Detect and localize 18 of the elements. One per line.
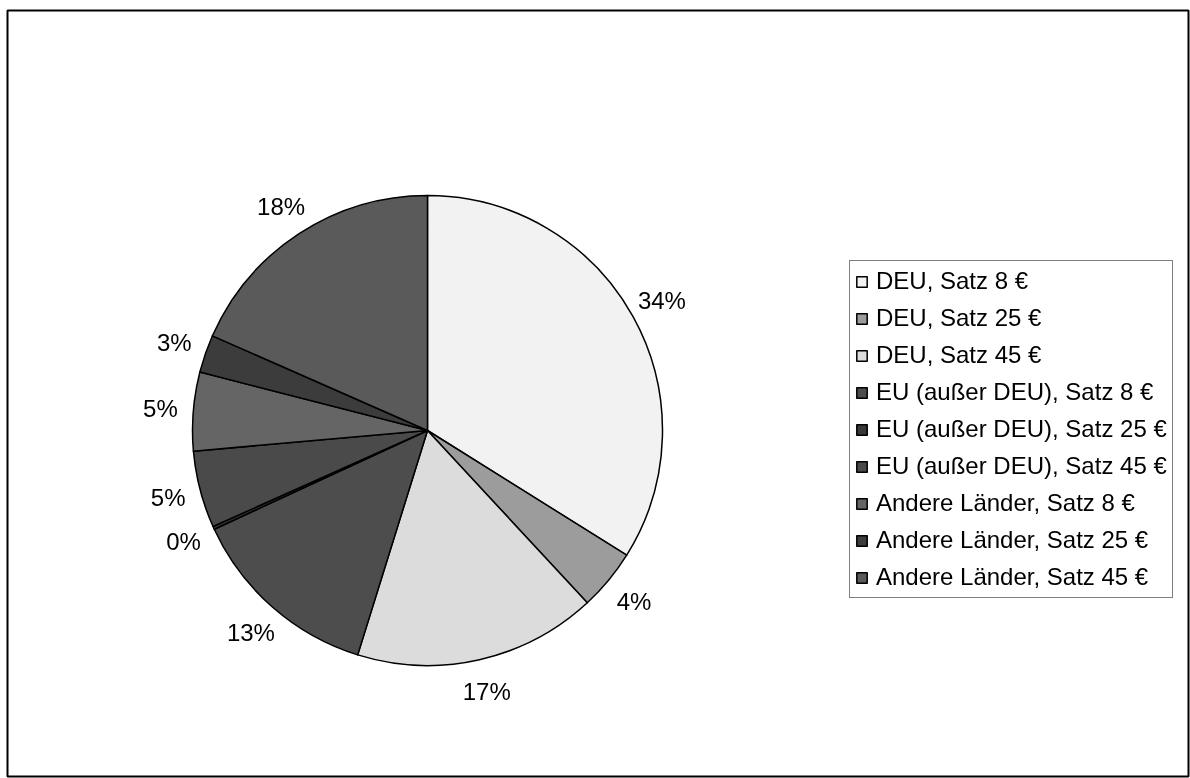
data-label: 17%	[462, 678, 511, 706]
legend-label: Andere Länder, Satz 45 €	[876, 562, 1149, 592]
legend-label: DEU, Satz 45 €	[876, 340, 1042, 370]
legend-label: DEU, Satz 25 €	[876, 303, 1042, 333]
legend-label: EU (außer DEU), Satz 8 €	[876, 377, 1154, 407]
data-label: 34%	[637, 287, 686, 315]
data-label: 5%	[143, 395, 178, 423]
legend-label: DEU, Satz 8 €	[876, 266, 1029, 296]
legend-label: EU (außer DEU), Satz 25 €	[876, 414, 1167, 444]
legend-label: EU (außer DEU), Satz 45 €	[876, 451, 1167, 481]
data-label: 13%	[226, 618, 275, 646]
data-label: 3%	[156, 329, 192, 357]
data-label: 0%	[166, 528, 201, 556]
data-label: 18%	[257, 192, 306, 220]
legend-label: Andere Länder, Satz 8 €	[876, 488, 1135, 518]
data-label: 5%	[150, 484, 186, 512]
data-label: 4%	[616, 587, 652, 615]
legend-label: Andere Länder, Satz 25 €	[876, 525, 1149, 555]
